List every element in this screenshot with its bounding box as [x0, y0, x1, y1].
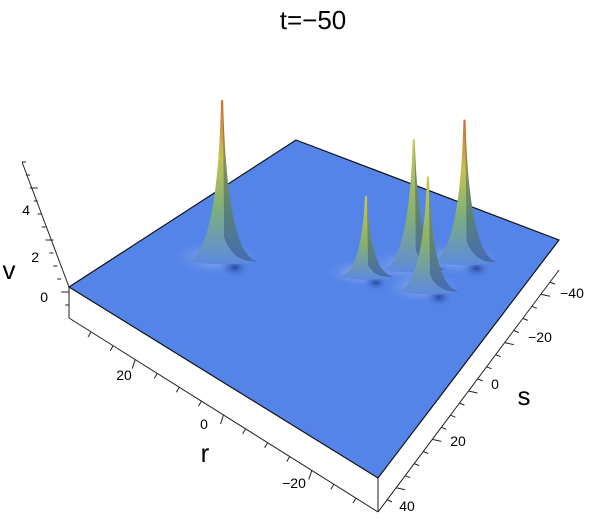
- r-tick: [330, 484, 335, 490]
- peak: [430, 119, 499, 266]
- r-axis-label: r: [201, 438, 210, 468]
- s-tick-label: −40: [560, 285, 584, 301]
- r-tick: [131, 359, 136, 369]
- r-tick-label: −20: [282, 475, 306, 491]
- s-tick: [477, 378, 483, 382]
- s-tick: [386, 499, 393, 503]
- s-tick: [441, 426, 447, 430]
- s-tick-label: −20: [528, 329, 552, 345]
- peak: [337, 196, 395, 280]
- chart-title: t=−50: [280, 5, 347, 35]
- r-tick: [109, 345, 114, 351]
- v-tick-label: 4: [22, 202, 30, 218]
- s-tick: [404, 475, 411, 479]
- s-tick: [432, 438, 442, 442]
- r-tick: [264, 442, 269, 448]
- peaks-group: [169, 100, 504, 307]
- s-tick: [414, 463, 420, 467]
- peak-shading: [428, 176, 460, 292]
- r-tick: [308, 470, 313, 480]
- r-tick-label: 20: [116, 367, 132, 383]
- s-tick: [531, 305, 538, 309]
- s-tick-label: 20: [450, 433, 466, 449]
- s-tick: [468, 390, 478, 394]
- s-tick: [522, 317, 528, 321]
- v-tick-label: 0: [40, 289, 48, 305]
- s-tick: [486, 366, 492, 370]
- s-tick-label: 0: [491, 376, 499, 392]
- r-axis-ticks: [87, 331, 357, 504]
- s-tick: [423, 451, 429, 454]
- r-tick: [286, 456, 291, 462]
- s-tick: [450, 414, 456, 418]
- r-tick: [175, 387, 180, 393]
- peak: [380, 139, 447, 273]
- r-tick: [197, 400, 202, 407]
- peak-shading: [223, 100, 259, 262]
- peak-shading: [465, 119, 499, 263]
- v-axis-ticks: [22, 161, 70, 306]
- v-axis-label: v: [3, 255, 16, 285]
- peak: [185, 100, 259, 265]
- r-tick: [153, 373, 158, 379]
- s-axis-ticks: [386, 281, 556, 503]
- s-tick: [513, 330, 519, 333]
- s-tick: [504, 342, 514, 346]
- v-tick-label: 2: [31, 249, 39, 265]
- s-tick: [540, 293, 551, 297]
- s-tick: [459, 402, 465, 406]
- s-axis-label: s: [518, 381, 531, 411]
- r-tick-label: 0: [200, 416, 208, 432]
- r-tick: [87, 331, 92, 338]
- s-tick-label: 40: [399, 498, 415, 514]
- s-tick: [395, 487, 406, 491]
- r-tick: [220, 414, 224, 425]
- peak: [396, 176, 460, 295]
- surface-plane: [67, 139, 560, 479]
- s-tick: [495, 354, 501, 358]
- r-tick: [352, 497, 357, 504]
- r-tick: [242, 428, 247, 435]
- peak-shading: [367, 196, 395, 277]
- s-tick: [549, 281, 556, 285]
